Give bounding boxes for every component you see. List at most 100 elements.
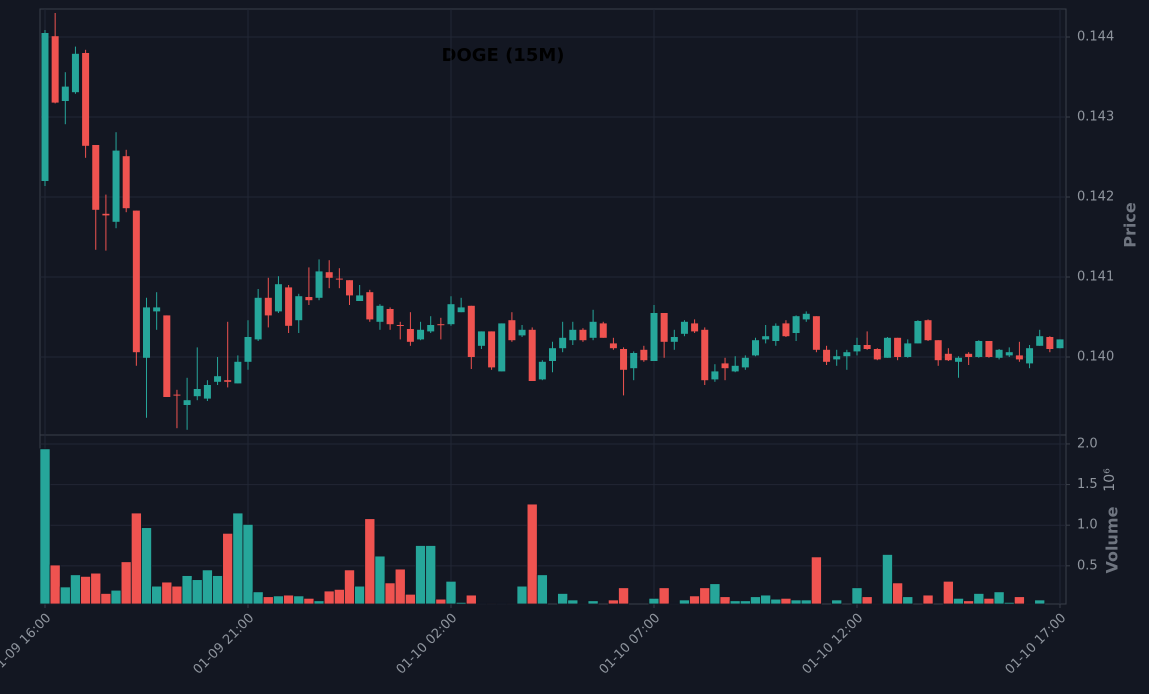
candle-body	[965, 353, 973, 357]
volume-bar	[283, 594, 295, 605]
volume-bar	[110, 589, 122, 605]
volume-bar	[739, 600, 751, 605]
candle-body	[153, 307, 161, 312]
candle-body	[437, 324, 445, 326]
volume-bar	[364, 518, 376, 605]
volume-bar	[770, 598, 782, 605]
volume-bar	[313, 600, 325, 605]
volume-bar	[922, 594, 934, 605]
candle-body	[173, 394, 181, 396]
volume-bar	[201, 569, 213, 605]
volume-bar	[800, 599, 812, 605]
candle-body	[1056, 339, 1064, 349]
y-tick-label: 0.143	[1077, 110, 1114, 125]
candle-body	[1015, 355, 1023, 360]
volume-bar	[892, 582, 904, 605]
volume-bar	[272, 595, 284, 605]
candle-body	[51, 36, 59, 103]
volume-bar	[425, 545, 437, 605]
candle-body	[680, 321, 688, 334]
volume-bar	[232, 512, 244, 605]
candle-body	[599, 323, 607, 338]
candle-body	[650, 313, 658, 361]
volume-bar	[49, 564, 61, 605]
volume-bar	[1034, 599, 1046, 605]
volume-offset: 10⁶	[1102, 468, 1118, 492]
candle-body	[498, 323, 506, 372]
volume-panel	[39, 434, 1067, 605]
candle-body	[711, 371, 719, 380]
candle-body	[295, 296, 303, 321]
volume-bar	[810, 556, 822, 605]
candle-body	[214, 376, 222, 382]
candle-body	[569, 329, 577, 341]
candle-body	[762, 336, 770, 340]
volume-bar	[516, 585, 528, 605]
candle-body	[620, 349, 628, 370]
volume-bar	[557, 593, 569, 605]
volume-bar	[69, 574, 81, 605]
volume-bar	[993, 591, 1005, 605]
volume-bar	[39, 448, 51, 605]
y-tick-label: 0.141	[1077, 270, 1114, 285]
candle-body	[325, 272, 333, 278]
volume-bar	[953, 597, 964, 605]
candle-body	[376, 305, 384, 322]
volume-bar	[973, 593, 985, 605]
candle-body	[863, 345, 871, 349]
volume-bar	[354, 585, 366, 605]
volume-bar	[699, 587, 711, 605]
x-tick-label: 01-10 12:00	[800, 611, 867, 678]
volume-bar	[760, 594, 772, 605]
x-tick-label: 01-09 21:00	[191, 611, 258, 678]
candle-body	[406, 329, 414, 342]
volume-bar	[130, 512, 142, 605]
candle-body	[396, 325, 404, 326]
volume-bar	[344, 569, 355, 605]
candle-body	[244, 337, 252, 362]
candle-body	[873, 349, 881, 360]
candle-body	[1046, 337, 1054, 349]
candle-body	[528, 329, 536, 381]
volume-bar	[729, 600, 741, 605]
candle-body	[112, 150, 120, 222]
volume-bar	[496, 602, 508, 605]
volume-bar	[404, 593, 416, 605]
volume-bar	[831, 599, 843, 605]
volume-bar	[750, 596, 761, 605]
candle-body	[92, 145, 100, 210]
candle-body	[640, 349, 648, 361]
candle-body	[995, 349, 1003, 358]
candle-body	[264, 297, 272, 316]
volume-bar	[587, 600, 599, 605]
volume-bar	[191, 579, 203, 605]
candle-body	[477, 331, 485, 346]
volume-bar	[151, 585, 163, 605]
volume-bar	[881, 554, 893, 605]
volume-bar	[1003, 601, 1015, 605]
volume-bar	[445, 580, 457, 605]
volume-bar	[415, 545, 427, 605]
candle-body	[1026, 348, 1034, 364]
candle-body	[721, 363, 729, 369]
candle-body	[467, 305, 475, 357]
candle-body	[812, 316, 820, 350]
candle-body	[853, 345, 861, 352]
candle-body	[955, 357, 962, 362]
candle-body	[975, 341, 983, 357]
candle-body	[82, 53, 90, 146]
candle-body	[335, 278, 343, 280]
candle-body	[417, 329, 425, 340]
candle-body	[386, 309, 394, 325]
candle-body	[579, 329, 587, 341]
candle-body	[447, 304, 455, 325]
candle-body	[741, 357, 749, 368]
volume-bar	[323, 590, 335, 605]
candle-body	[701, 329, 709, 381]
candle-body	[285, 287, 293, 326]
candle-body	[782, 323, 790, 337]
volume-bar	[222, 532, 234, 605]
volume-bar	[668, 602, 680, 605]
volume-bar	[577, 602, 589, 605]
